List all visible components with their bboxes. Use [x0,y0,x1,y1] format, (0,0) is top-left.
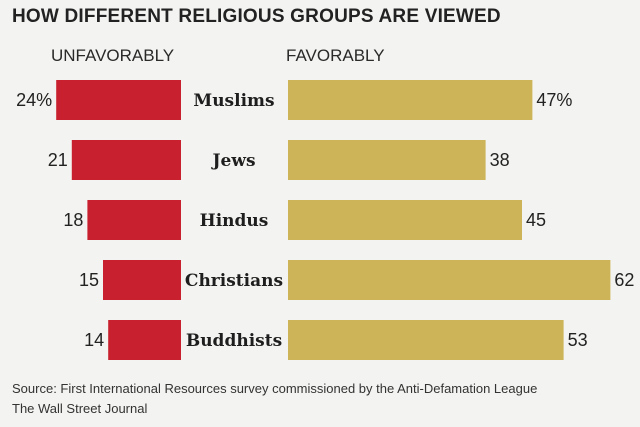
unfavorable-bar-hindus [87,200,181,240]
unfavorable-value-jews: 21 [48,150,68,170]
chart-title: HOW DIFFERENT RELIGIOUS GROUPS ARE VIEWE… [12,6,501,27]
favorable-bar-christians [288,260,611,300]
unfavorable-bar-muslims [56,80,182,120]
favorable-bar-jews [288,140,486,180]
category-label-muslims: Muslims [193,91,274,111]
category-label-buddhists: Buddhists [186,331,282,351]
unfavorable-bar-jews [71,140,181,180]
category-label-jews: Jews [210,151,255,171]
source-line: Source: First International Resources su… [12,381,538,396]
category-label-hindus: Hindus [200,211,269,231]
favorable-value-buddhists: 53 [568,330,588,350]
publisher-line: The Wall Street Journal [12,401,148,416]
favorable-value-jews: 38 [490,150,510,170]
favorable-value-muslims: 47% [536,90,572,110]
unfavorable-bar-buddhists [108,320,181,360]
favorable-bar-muslims [288,80,533,120]
unfavorable-value-hindus: 18 [63,210,83,230]
favorable-value-hindus: 45 [526,210,546,230]
unfavorable-value-christians: 15 [79,270,99,290]
favorably-header: FAVORABLY [286,46,385,65]
unfavorable-bar-christians [103,260,181,300]
favorable-bar-buddhists [288,320,564,360]
unfavorably-header: UNFAVORABLY [51,46,175,65]
unfavorable-value-muslims: 24% [16,90,52,110]
source-note: Source: First International Resources su… [12,379,537,419]
category-label-christians: Christians [185,271,283,291]
unfavorable-value-buddhists: 14 [84,330,104,350]
favorable-value-christians: 62 [614,270,634,290]
favorable-bar-hindus [288,200,522,240]
